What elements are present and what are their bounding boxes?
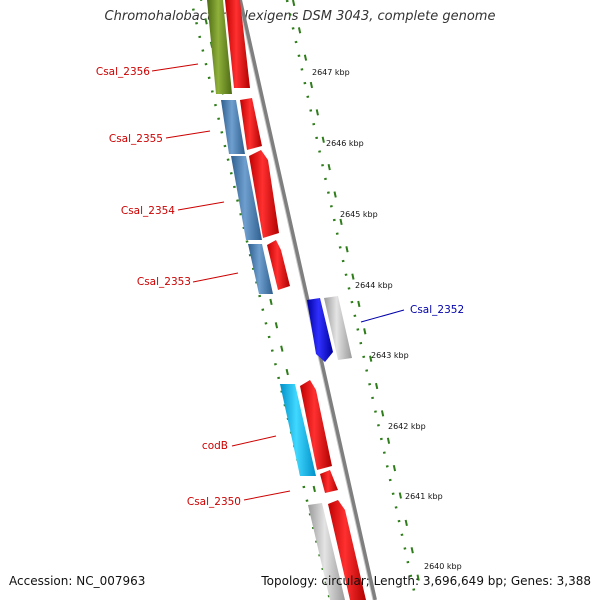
cds-cog-2352 (324, 296, 352, 360)
cds-cog-2356 (207, 0, 232, 94)
cds-cog-codB (280, 384, 316, 476)
cds-reverse-2352 (307, 298, 333, 362)
cds-cog-2354 (231, 156, 262, 240)
accession-label: Accession: NC_007963 (9, 574, 146, 588)
tick-label-2647: 2647 kbp (312, 68, 350, 77)
cds-cog-2350 (308, 503, 345, 600)
label-line-2353 (192, 272, 239, 283)
gene-label-2352: Csal_2352 (410, 304, 464, 316)
cds-forward-2354 (249, 150, 279, 238)
label-line-2354 (177, 201, 225, 211)
cds-forward-2355 (240, 98, 262, 150)
cds-forward-2356 (225, 0, 250, 88)
gene-label-2354: Csal_2354 (121, 205, 175, 217)
tick-label-2646: 2646 kbp (326, 139, 364, 148)
tick-label-2641: 2641 kbp (405, 492, 443, 501)
tick-label-2644: 2644 kbp (355, 281, 393, 290)
tick-label-2640: 2640 kbp (424, 562, 462, 571)
cds-forward-2350 (320, 470, 338, 493)
label-line-2350 (243, 490, 291, 501)
tick-label-2643: 2643 kbp (371, 351, 409, 360)
gene-label-2355: Csal_2355 (109, 133, 163, 145)
label-line-2352 (360, 309, 405, 323)
genome-stats-label: Topology: circular; Length: 3,696,649 bp… (261, 574, 591, 588)
cds-forward-codB (300, 380, 332, 470)
cds-forward-2353 (267, 240, 290, 290)
gene-label-codB: codB (202, 440, 228, 452)
cds-forward-next (328, 500, 366, 600)
tick-label-2645: 2645 kbp (340, 210, 378, 219)
label-line-2355 (165, 130, 211, 139)
label-line-2356 (151, 63, 199, 72)
tick-label-2642: 2642 kbp (388, 422, 426, 431)
genome-backbone-highlight (237, 0, 374, 600)
cds-cog-2353 (248, 244, 273, 294)
gene-label-2353: Csal_2353 (137, 276, 191, 288)
map-title: Chromohalobacter salexigens DSM 3043, co… (104, 9, 496, 24)
cds-cog-2355 (221, 100, 245, 154)
gene-label-2356: Csal_2356 (96, 66, 150, 78)
gene-label-2350: Csal_2350 (187, 496, 241, 508)
label-line-codB (231, 435, 277, 447)
